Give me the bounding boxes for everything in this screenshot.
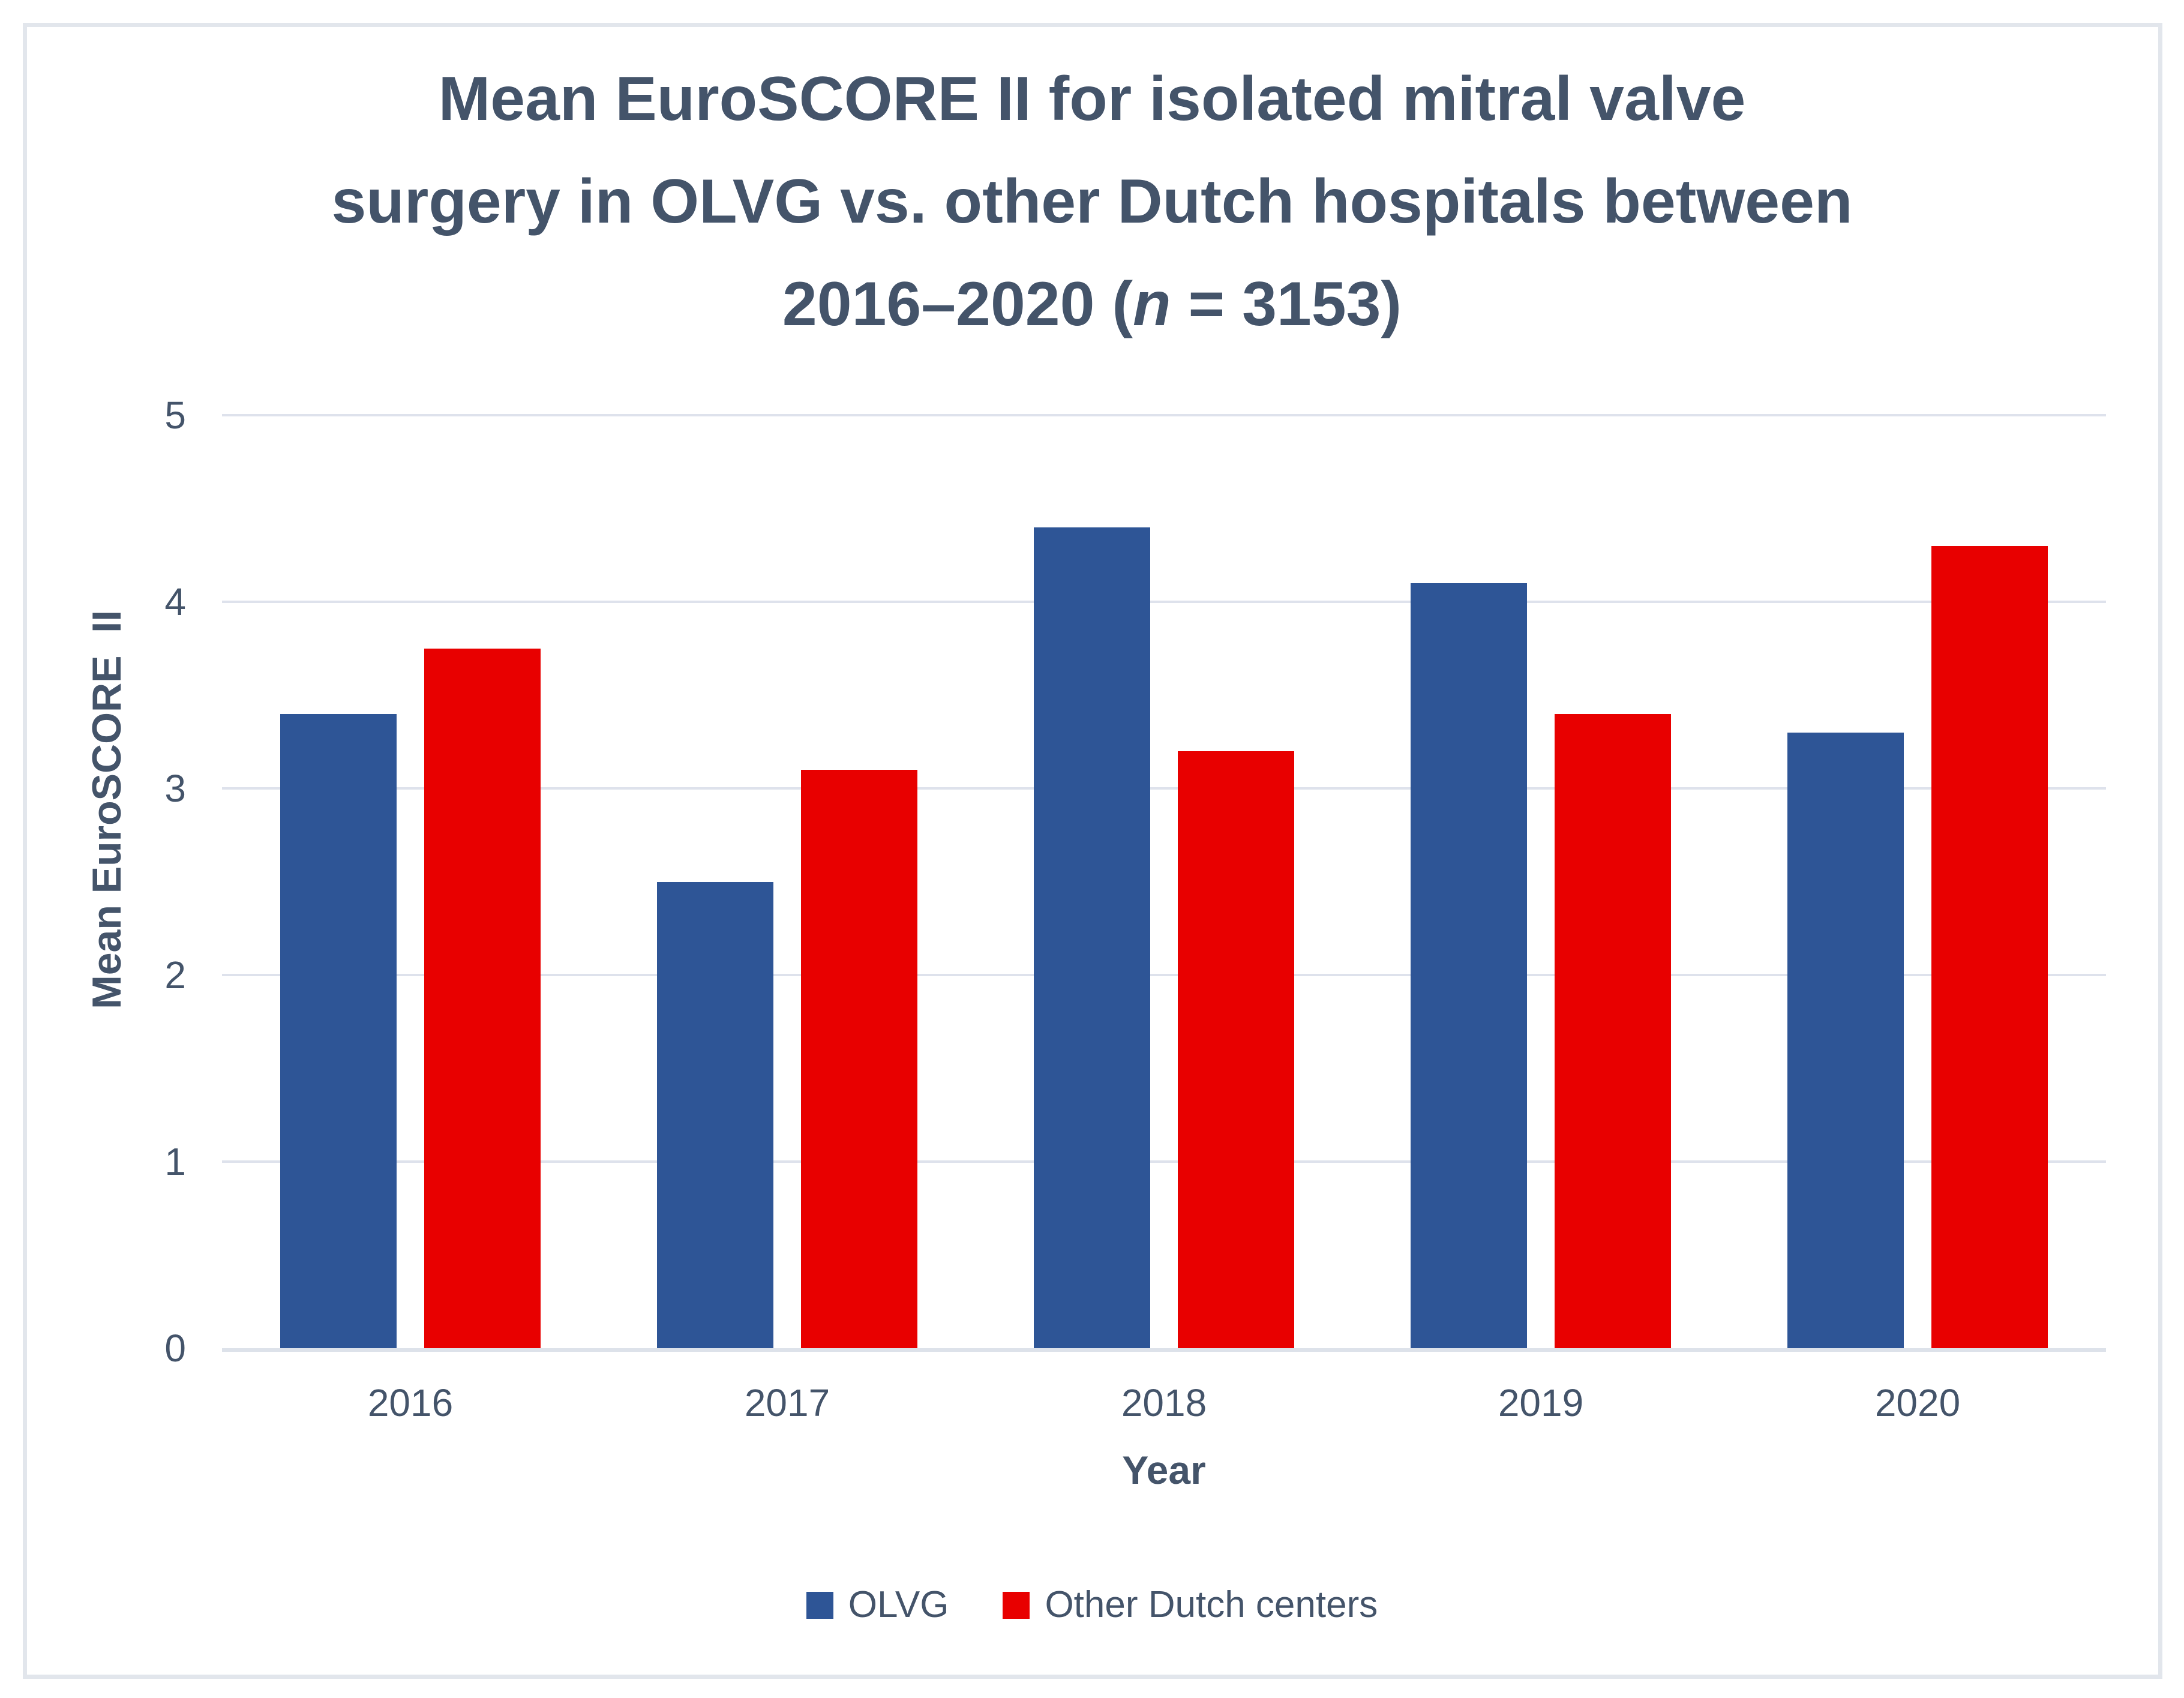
legend-item-other-dutch-centers: Other Dutch centers	[1003, 1578, 1378, 1632]
bar-olvg-2018	[1034, 527, 1150, 1348]
gridline-y5	[222, 414, 2106, 416]
y-tick-label-5: 5	[164, 394, 186, 437]
gridline-y3	[222, 787, 2106, 790]
x-tick-label-2020: 2020	[1874, 1381, 1961, 1424]
legend: OLVG Other Dutch centers	[0, 1578, 2184, 1632]
x-tick-label-2017: 2017	[744, 1381, 830, 1424]
legend-label: OLVG	[848, 1584, 949, 1625]
legend-swatch-icon	[806, 1591, 833, 1619]
chart-title: Mean EuroSCORE II for isolated mitral va…	[0, 48, 2184, 356]
chart-title-line1: Mean EuroSCORE II for isolated mitral va…	[438, 64, 1746, 134]
gridline-y2	[222, 974, 2106, 976]
y-tick-label-1: 1	[164, 1140, 186, 1183]
x-tick-label-2018: 2018	[1121, 1381, 1207, 1424]
bar-olvg-2016	[280, 713, 397, 1348]
bar-other-dutch-centers-2019	[1555, 713, 1671, 1348]
bar-other-dutch-centers-2016	[424, 648, 541, 1348]
bar-other-dutch-centers-2018	[1178, 751, 1294, 1348]
bar-other-dutch-centers-2020	[1931, 545, 2048, 1348]
y-tick-label-0: 0	[164, 1327, 186, 1370]
y-tick-label-2: 2	[164, 953, 186, 997]
x-tick-label-2016: 2016	[367, 1381, 454, 1424]
legend-swatch-icon	[1003, 1591, 1030, 1619]
italic-n: n	[1133, 269, 1171, 339]
x-axis-title: Year	[1122, 1448, 1206, 1492]
gridline-y1	[222, 1160, 2106, 1163]
chart-title-line3: 2016–2020 (n = 3153)	[782, 269, 1402, 339]
bar-other-dutch-centers-2017	[801, 769, 917, 1348]
bar-olvg-2019	[1411, 583, 1527, 1348]
legend-label: Other Dutch centers	[1045, 1584, 1378, 1625]
plot-area	[222, 414, 2106, 1348]
y-tick-label-4: 4	[164, 580, 186, 623]
chart-title-line2: surgery in OLVG vs. other Dutch hospital…	[331, 167, 1853, 236]
x-tick-label-2019: 2019	[1498, 1381, 1584, 1424]
x-axis-line	[222, 1348, 2106, 1352]
gridline-y4	[222, 601, 2106, 603]
legend-item-olvg: OLVG	[806, 1578, 949, 1632]
bar-olvg-2020	[1787, 732, 1904, 1348]
bar-olvg-2017	[657, 881, 773, 1348]
y-tick-label-3: 3	[164, 767, 186, 810]
